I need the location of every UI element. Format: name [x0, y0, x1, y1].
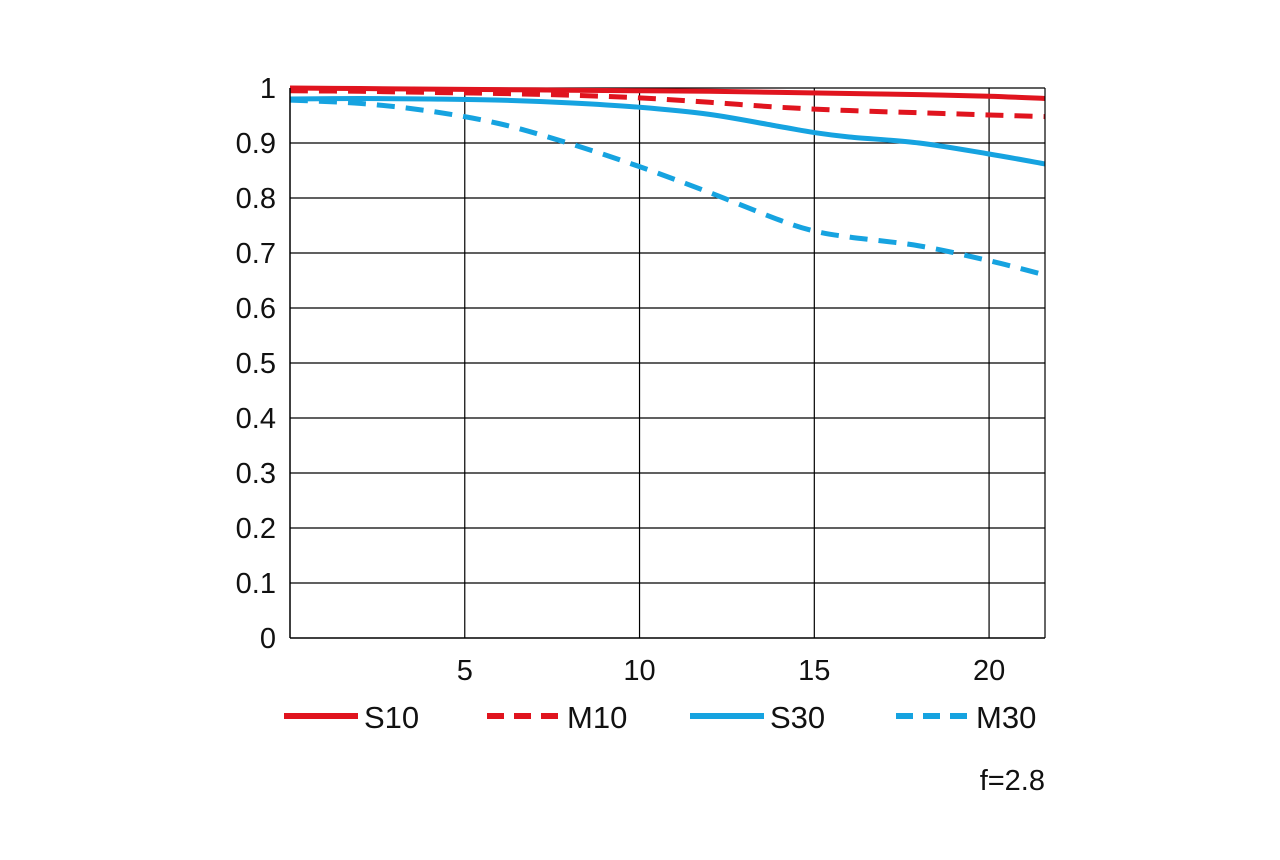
- chart-series: [289, 85, 1046, 278]
- y-tick-label: 0.5: [236, 348, 276, 380]
- legend-label-m30: M30: [976, 700, 1036, 735]
- x-tick-label: 20: [973, 655, 1005, 687]
- y-tick-label: 0.4: [236, 403, 276, 435]
- y-tick-label: 0.2: [236, 513, 276, 545]
- x-tick-label: 10: [623, 655, 655, 687]
- chart-legend: S10 M10 S30 M30: [284, 700, 1036, 735]
- legend-label-s30: S30: [770, 700, 825, 735]
- y-tick-label: 0.9: [236, 128, 276, 160]
- y-tick-label: 0: [260, 623, 276, 655]
- series-line-m10: [289, 88, 1046, 120]
- y-tick-label: 0.8: [236, 183, 276, 215]
- x-tick-labels: 5 10 15 20: [457, 655, 1006, 687]
- y-tick-label: 1: [260, 73, 276, 105]
- chart-axes: [289, 88, 1046, 639]
- y-tick-label: 0.7: [236, 238, 276, 270]
- chart-grid: [290, 87, 1045, 638]
- legend-label-m10: M10: [567, 700, 627, 735]
- y-tick-label: 0.3: [236, 458, 276, 490]
- series-line-s30: [289, 95, 1046, 167]
- x-tick-label: 15: [798, 655, 830, 687]
- x-tick-label: 5: [457, 655, 473, 687]
- y-tick-label: 0.6: [236, 293, 276, 325]
- series-line-s10: [289, 85, 1046, 101]
- series-line-m30: [289, 97, 1046, 278]
- y-tick-label: 0.1: [236, 568, 276, 600]
- legend-label-s10: S10: [364, 700, 419, 735]
- aperture-annotation: f=2.8: [980, 765, 1045, 797]
- y-tick-labels: 0 0.1 0.2 0.3 0.4 0.5 0.6 0.7 0.8 0.9 1: [236, 73, 276, 655]
